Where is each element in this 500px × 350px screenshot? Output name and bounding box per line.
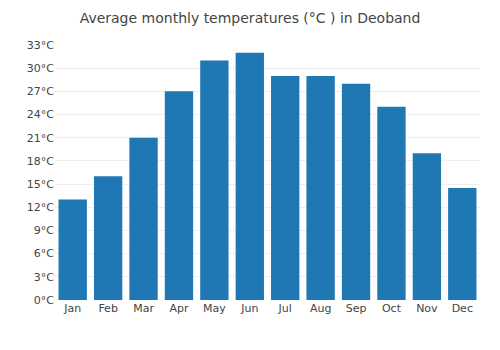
svg-text:Oct: Oct [382,302,402,315]
svg-text:15°C: 15°C [27,178,54,191]
svg-text:Dec: Dec [452,302,473,315]
svg-text:Feb: Feb [98,302,117,315]
svg-text:12°C: 12°C [27,201,54,214]
svg-text:Sep: Sep [346,302,367,315]
svg-text:Apr: Apr [169,302,189,315]
svg-text:6°C: 6°C [34,247,54,260]
svg-text:Jan: Jan [63,302,81,315]
svg-text:30°C: 30°C [27,62,54,75]
svg-text:Average monthly temperatures (: Average monthly temperatures (°C ) in De… [80,10,421,26]
svg-text:May: May [203,302,226,315]
svg-text:33°C: 33°C [27,39,54,52]
svg-text:Jul: Jul [278,302,292,315]
svg-text:18°C: 18°C [27,155,54,168]
svg-text:Mar: Mar [133,302,154,315]
svg-text:Nov: Nov [416,302,438,315]
svg-text:0°C: 0°C [34,294,54,307]
svg-text:Jun: Jun [240,302,258,315]
svg-text:27°C: 27°C [27,85,54,98]
svg-text:9°C: 9°C [34,224,54,237]
svg-text:Aug: Aug [310,302,331,315]
svg-text:24°C: 24°C [27,108,54,121]
svg-text:3°C: 3°C [34,271,54,284]
svg-text:21°C: 21°C [27,132,54,145]
